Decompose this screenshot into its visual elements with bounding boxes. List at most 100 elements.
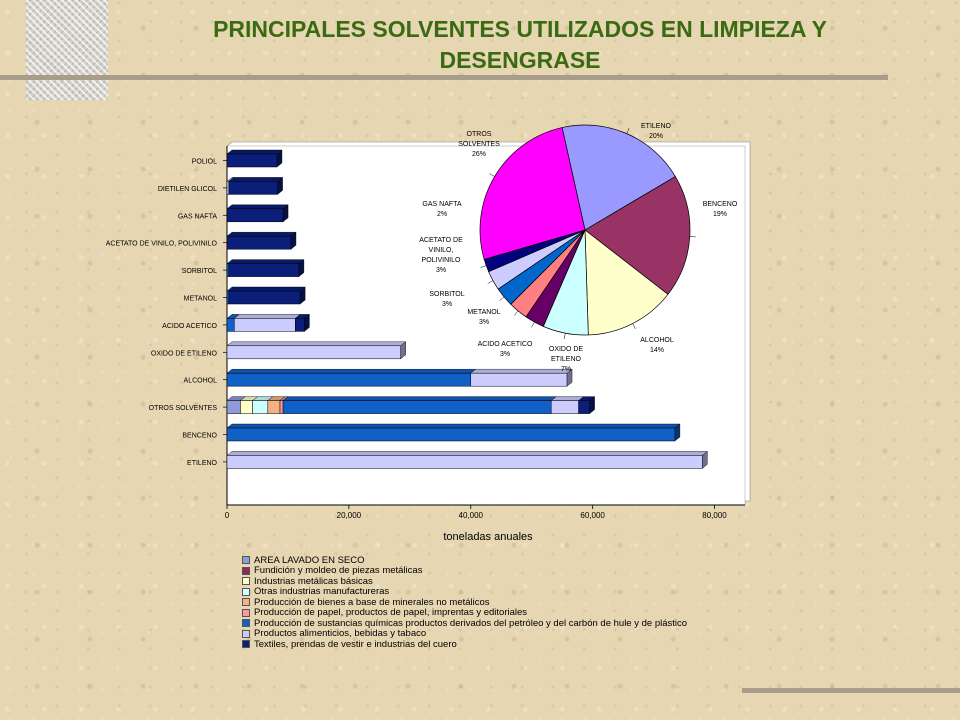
pie-label-line: 3% — [500, 351, 510, 358]
bar-end-face — [298, 259, 305, 278]
category-label: DIETILEN GLICOL — [158, 186, 217, 193]
category-label: OXIDO DE ETILENO — [151, 350, 218, 357]
bar-segment-top — [228, 286, 306, 292]
category-label: BENCENO — [182, 433, 217, 440]
bar-segment — [267, 400, 281, 414]
category-label: ACETATO DE VINILO, POLIVINILO — [106, 241, 218, 248]
bar-segment — [226, 290, 230, 305]
x-axis-label: toneladas anuales — [443, 531, 533, 543]
bar-segment — [228, 263, 300, 277]
pie-label-line: POLIVINILO — [422, 257, 461, 264]
legend-label: Textiles, prendas de vestir e industrias… — [254, 638, 457, 650]
bar-segment-top — [233, 314, 301, 319]
bar-segment-top — [226, 451, 708, 456]
pie-label-line: 26% — [472, 151, 486, 158]
legend-swatch — [242, 556, 250, 565]
bar-segment — [295, 318, 305, 332]
bar-segment — [234, 318, 296, 332]
pie-leader-line — [487, 280, 494, 284]
legend-swatch — [242, 640, 250, 649]
pie-label-line: METANOL — [467, 309, 500, 316]
legend-label: Producción de sustancias químicas produc… — [254, 617, 688, 629]
bar-end-face — [400, 341, 406, 360]
bar-segment-top — [226, 423, 681, 429]
category-label: METANOL — [184, 296, 217, 303]
pie-slice-label: ETILENO 20% — [641, 123, 672, 140]
bar-end-face — [290, 231, 297, 250]
pie-label-line: 7% — [561, 366, 571, 373]
pie-label-line: OTROS — [467, 131, 492, 138]
legend-label: Industrias metálicas básicas — [254, 575, 373, 587]
decorative-top-line — [0, 75, 888, 80]
pie-label-line: ALCOHOL — [640, 337, 674, 344]
bar-segment — [226, 263, 230, 277]
legend-label: Producción de bienes a base de minerales… — [254, 596, 490, 608]
x-tick-label: 60,000 — [580, 511, 605, 520]
bar-end-face — [674, 423, 681, 442]
legend-item: AREA LAVADO EN SECO — [242, 555, 802, 566]
pie-slice — [584, 176, 691, 295]
pie-slice-label: ALCOHOL 14% — [640, 337, 674, 354]
legend-swatch — [242, 587, 250, 596]
bar-segment — [226, 235, 292, 250]
category-label: GAS NAFTA — [178, 213, 217, 220]
pie-label-line: GAS NAFTA — [422, 201, 461, 208]
legend-swatch — [242, 598, 250, 607]
legend-item: Productos alimenticios, bebidas y tabaco — [242, 628, 802, 640]
bar-segment — [226, 427, 676, 442]
bar-segment — [470, 372, 568, 387]
pie-slice — [584, 229, 669, 336]
bar-segment — [226, 318, 235, 332]
category-label: SORBITOL — [182, 268, 217, 275]
bar-segment — [550, 400, 579, 414]
bar-segment-top — [226, 149, 283, 155]
pie-label-line: BENCENO — [703, 201, 738, 208]
pie-slice-label: OXIDO DE ETILENO 7% — [549, 346, 584, 373]
pie-leader-line — [489, 173, 495, 177]
legend-label: AREA LAVADO EN SECO — [254, 554, 365, 566]
legend-item: Industrias metálicas básicas — [242, 576, 802, 587]
pie-slice — [479, 127, 586, 260]
pie-label-line: 19% — [713, 211, 727, 218]
pie-label-line: ACETATO DE — [419, 237, 463, 244]
bar-segment — [226, 455, 703, 469]
pie-label-line: SOLVENTES — [458, 141, 500, 148]
pie-label-line: VINILO, — [429, 247, 454, 254]
pie-label-line: 3% — [442, 301, 452, 308]
bar-end-face — [589, 396, 595, 415]
x-tick-label: 40,000 — [459, 511, 484, 520]
bar-segment — [240, 400, 253, 414]
bar-end-face — [277, 176, 283, 195]
legend-item: Otras industrias manufactureras — [242, 586, 802, 598]
decorative-square — [26, 0, 108, 100]
pie-label-line: 3% — [436, 267, 446, 274]
title-line-2: DESENGRASE — [439, 47, 601, 73]
legend-label: Productos alimenticios, bebidas y tabaco — [254, 628, 427, 640]
category-label: ACIDO ACETICO — [162, 323, 217, 330]
pie-label-line: 2% — [437, 211, 447, 218]
bar-end-face — [299, 286, 306, 305]
bar-segment — [228, 290, 301, 305]
bar-end-face — [276, 149, 283, 168]
bar-segment — [226, 181, 230, 195]
title-line-1: PRINCIPALES SOLVENTES UTILIZADOS EN LIMP… — [213, 16, 827, 42]
pie-leader-line — [626, 128, 630, 134]
bar-segment-top — [226, 204, 289, 210]
bar-segment — [279, 400, 284, 414]
bar-end-face — [304, 313, 310, 332]
x-tick-label: 20,000 — [337, 511, 362, 520]
x-tick-label: 80,000 — [702, 511, 727, 520]
legend-item: Fundición y moldeo de piezas metálicas — [242, 565, 802, 576]
pie-label-line: OXIDO DE — [549, 346, 584, 353]
pie-leader-line — [632, 323, 636, 330]
pie-label-line: ACIDO ACETICO — [478, 341, 533, 348]
legend-label: Producción de papel, productos de papel,… — [254, 607, 528, 619]
pie-leader-line — [499, 296, 505, 301]
pie-slice-label: BENCENO 19% — [703, 201, 738, 218]
pie-leader-line — [514, 310, 519, 316]
legend-label: Otras industrias manufactureras — [254, 586, 390, 598]
pie-label-line: ETILENO — [641, 123, 672, 130]
decorative-bottom-line — [742, 688, 960, 693]
bar-segment-top — [226, 341, 407, 346]
